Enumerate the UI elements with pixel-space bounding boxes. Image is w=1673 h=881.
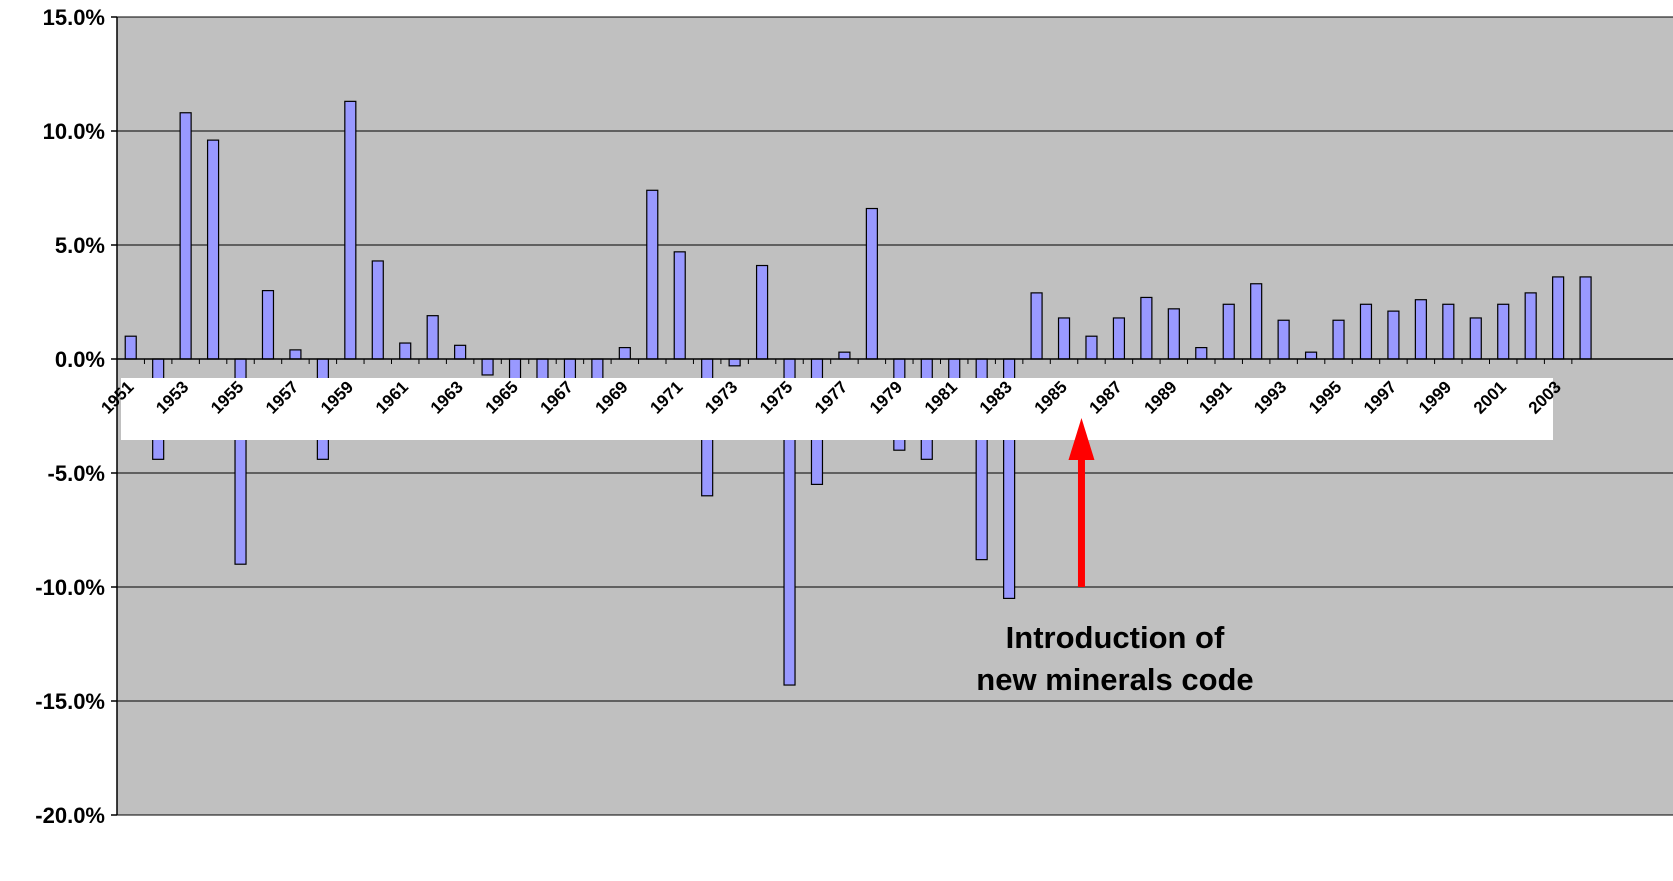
bar-2000 [1469,317,1482,360]
x-label-band [121,378,1553,440]
bar-1964 [481,358,494,376]
bar-1977 [838,351,851,360]
annotation-arrow-head [1068,418,1095,460]
bar-1984 [1030,292,1043,360]
bar-1988 [1140,296,1153,360]
bar-1991 [1222,303,1235,360]
bar-2004 [1579,276,1592,360]
bar-1959 [344,100,357,360]
bar-1970 [646,189,659,360]
annotation-line-2: new minerals code [976,662,1253,697]
y-tick-label: -5.0% [48,461,105,486]
bar-1957 [289,349,302,360]
bar-2001 [1497,303,1510,360]
bar-1990 [1195,347,1208,360]
y-tick-label: 0.0% [55,347,105,372]
bar-1956 [261,290,275,360]
bar-1997 [1387,310,1400,360]
bar-1963 [454,344,467,360]
bar-1974 [755,264,769,360]
bar-1985 [1057,317,1071,360]
bar-1960 [371,260,384,360]
bar-1992 [1250,283,1263,360]
bar-1962 [426,315,439,360]
bar-1954 [206,139,220,360]
y-tick-label: 15.0% [43,5,105,30]
bar-1999 [1442,303,1455,360]
bar-1986 [1085,335,1098,360]
bar-1971 [673,251,686,360]
bar-1994 [1304,351,1318,360]
y-tick-label: -10.0% [35,575,105,600]
y-axis-ticks: 15.0% 10.0% 5.0% 0.0% -5.0% -10.0% -15.0% -20.0… [35,5,117,828]
y-tick-label: 5.0% [55,233,105,258]
bar-1987 [1112,317,1126,360]
bar-2002 [1524,292,1537,360]
bar-1951 [124,335,137,360]
bar-1993 [1277,319,1290,360]
bar-2003 [1552,276,1565,360]
bar-1995 [1332,319,1345,360]
bar-1953 [179,112,192,360]
bar-1989 [1167,308,1180,360]
bar-1973 [728,358,741,367]
bar-1961 [399,342,412,360]
y-tick-label: -20.0% [35,803,105,828]
bar-1969 [618,347,631,360]
annotation: Introduction of new minerals code [976,418,1254,697]
bar-1998 [1414,299,1427,360]
y-tick-label: 10.0% [43,119,105,144]
annotation-line-1: Introduction of [1006,620,1225,655]
bar-1996 [1359,303,1373,360]
y-tick-label: -15.0% [35,689,105,714]
bar-1978 [865,207,878,360]
